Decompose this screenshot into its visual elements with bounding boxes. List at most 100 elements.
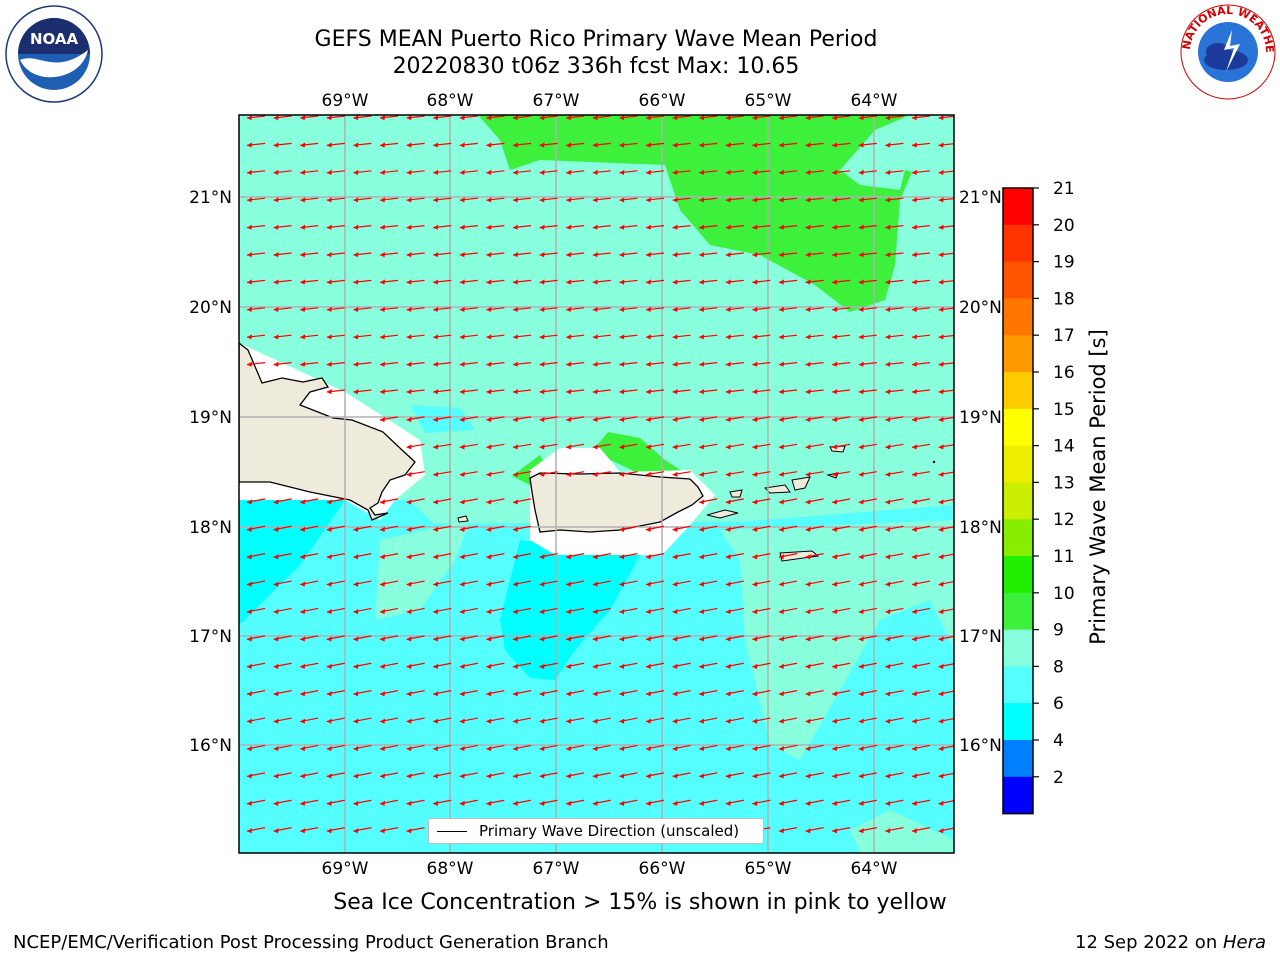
wave-direction-arrow [379,717,399,724]
wave-direction-arrow [512,279,532,285]
wave-direction-arrow [353,169,372,175]
wave-direction-arrow [752,115,771,121]
wave-direction-arrow [858,607,877,615]
wave-direction-arrow [592,772,611,779]
wave-direction-arrow [246,334,266,340]
wave-direction-arrow [406,115,425,121]
wave-direction-arrow [858,471,877,477]
wave-direction-arrow [300,306,319,312]
wave-direction-arrow [672,717,691,724]
wave-direction-arrow [672,607,691,615]
wave-direction-arrow [778,607,798,615]
wave-direction-arrow [406,252,425,258]
wave-direction-arrow [246,580,266,587]
land-hispaniola [239,342,416,521]
wave-direction-arrow [433,607,452,615]
wave-direction-arrow [539,580,558,587]
wave-direction-arrow [832,416,851,423]
wave-direction-arrow [406,553,425,560]
wave-direction-arrow [539,717,558,724]
wave-direction-arrow [300,690,319,697]
lon-tick-top: 69°W [322,91,369,111]
wave-direction-arrow [512,115,532,121]
wave-direction-arrow [832,279,851,285]
land-culebra [729,489,743,498]
lat-tick-right: 19°N [959,408,1002,428]
wave-direction-arrow [858,389,877,395]
wave-direction-arrow [433,744,452,752]
wave-direction-arrow [699,224,718,230]
wave-direction-arrow [832,580,851,587]
wave-direction-arrow [911,142,931,148]
wave-direction-arrow [326,498,345,505]
wave-direction-arrow [645,580,665,587]
wave-direction-arrow [858,306,877,312]
wave-direction-arrow [300,525,319,532]
wave-direction-arrow [752,142,771,148]
wave-direction-arrow [300,115,319,121]
wave-direction-arrow [805,389,824,395]
wave-direction-arrow [832,252,851,258]
footer-credit: NCEP/EMC/Verification Post Processing Pr… [13,932,609,953]
wave-direction-arrow [486,553,505,560]
wave-direction-arrow [592,115,611,121]
wave-direction-arrow [566,334,585,340]
wave-direction-arrow [246,197,266,203]
wave-direction-arrow [645,553,665,560]
wave-direction-arrow [885,416,904,423]
wave-direction-arrow [619,443,638,450]
wave-direction-arrow [379,525,399,532]
wave-direction-arrow [778,142,798,148]
field-period-8-9-patch [410,405,475,433]
wave-direction-arrow [326,224,345,230]
wave-direction-arrow [885,389,904,395]
wave-direction-arrow [832,635,851,642]
wave-direction-arrow [832,553,851,560]
wave-direction-arrow [752,471,771,477]
wave-direction-arrow [300,197,319,203]
wave-direction-arrow [805,306,824,312]
wave-direction-arrow [486,607,505,615]
wave-direction-arrow [326,607,345,615]
wave-direction-arrow [752,498,771,505]
wave-direction-arrow [858,115,877,121]
wave-direction-arrow [246,717,266,724]
wave-direction-arrow [645,525,665,532]
wave-direction-arrow [778,799,798,806]
wave-direction-arrow [353,306,372,312]
colorbar-segment [1003,556,1033,594]
wave-direction-arrow [433,635,452,642]
wave-direction-arrow [433,115,452,121]
wave-direction-arrow [778,252,798,258]
wave-direction-arrow [512,607,532,615]
wave-direction-arrow [725,169,744,175]
wave-direction-arrow [486,142,505,148]
wave-direction-arrow [858,799,877,806]
wave-direction-arrow [672,361,691,367]
wave-direction-arrow [672,580,691,587]
wave-direction-arrow [619,389,638,395]
wave-direction-arrow [778,471,798,477]
wave-direction-arrow [592,471,611,477]
wave-direction-arrow [619,717,638,724]
wave-direction-arrow [459,690,478,697]
wave-direction-arrow [273,252,292,258]
wave-direction-arrow [778,197,798,203]
field-period-9-10-southeast [720,520,954,760]
wave-direction-arrow [645,799,665,806]
wave-direction-arrow [566,443,585,450]
wave-direction-arrow [672,662,691,669]
wave-direction-arrow [566,607,585,615]
wave-direction-arrow [752,553,771,560]
wave-direction-arrow [725,635,744,642]
wave-direction-arrow [326,525,345,532]
wave-direction-arrow [353,279,372,285]
wave-direction-arrow [326,306,345,312]
wave-direction-arrow [379,279,399,285]
wave-direction-arrow [246,279,266,285]
wave-direction-arrow [512,224,532,230]
wave-direction-arrow [512,471,532,477]
wave-direction-arrow [619,580,638,587]
wave-direction-arrow [433,334,452,340]
wave-direction-arrow [645,169,665,175]
